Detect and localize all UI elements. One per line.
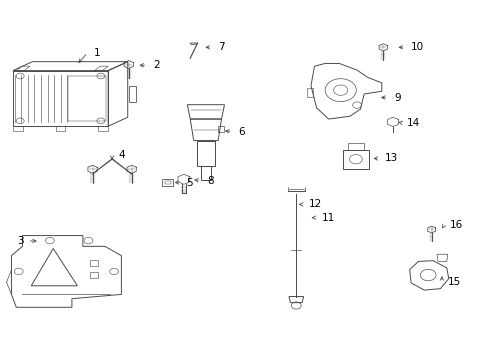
Text: 15: 15: [448, 277, 461, 287]
Text: 7: 7: [218, 42, 224, 52]
Text: 8: 8: [207, 176, 214, 186]
Text: 3: 3: [17, 236, 24, 246]
Text: 11: 11: [322, 213, 335, 222]
Text: 5: 5: [186, 177, 193, 188]
Text: 9: 9: [394, 93, 401, 103]
Text: 2: 2: [153, 60, 160, 70]
Text: 12: 12: [309, 199, 322, 210]
Text: 13: 13: [385, 153, 398, 163]
Text: 4: 4: [118, 150, 124, 160]
Text: 14: 14: [407, 118, 420, 128]
Text: 6: 6: [239, 127, 245, 136]
Text: 10: 10: [411, 42, 424, 52]
Text: 1: 1: [94, 48, 100, 58]
Text: 16: 16: [450, 220, 464, 230]
